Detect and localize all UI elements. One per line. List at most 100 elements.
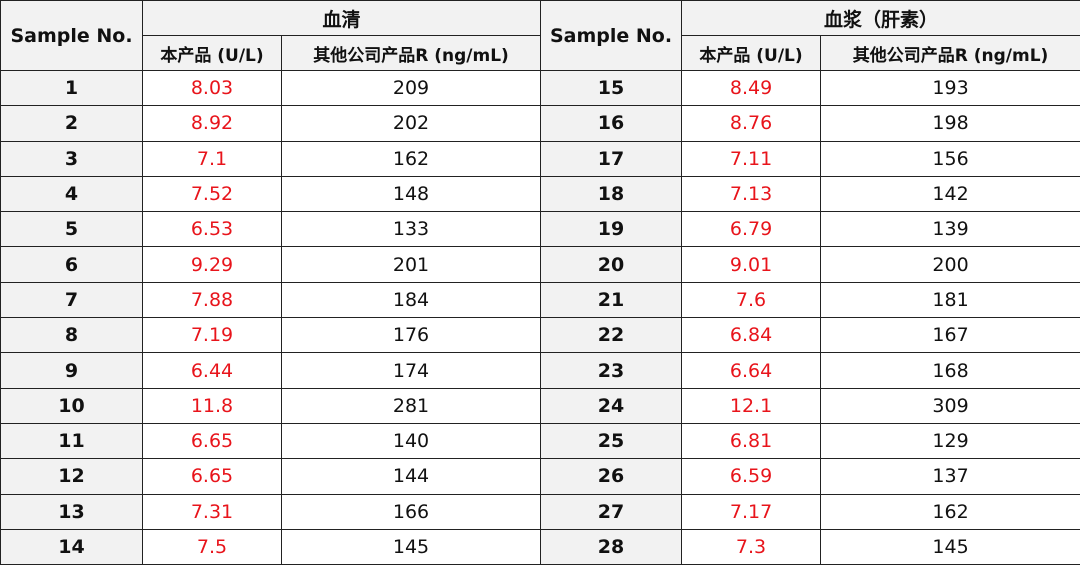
serum-other-cell: 148 (280, 175, 542, 213)
sample-no-cell: 25 (540, 422, 683, 460)
table-row: 13 7.31 166 27 7.17 162 (0, 493, 1080, 530)
sample-no-cell: 20 (540, 246, 683, 283)
sample-no-cell: 19 (540, 211, 683, 248)
sample-no-cell: 22 (540, 317, 683, 354)
table-body: 1 8.03 209 15 8.49 193 2 8.92 202 16 8.76 198 3 7.1 16… (0, 69, 1080, 566)
table-row: 8 7.19 176 22 6.84 167 (0, 317, 1080, 354)
table-row: 2 8.92 202 16 8.76 198 (0, 105, 1080, 142)
serum-product-cell: 9.29 (142, 246, 282, 283)
plasma-product-cell: 7.3 (681, 528, 822, 566)
plasma-product-cell: 7.6 (681, 281, 822, 319)
serum-product-cell: 8.03 (142, 69, 282, 107)
table-row: 9 6.44 174 23 6.64 168 (0, 352, 1080, 389)
plasma-other-cell: 162 (820, 493, 1080, 530)
sample-no-cell: 24 (540, 387, 683, 424)
plasma-product-cell: 8.49 (681, 69, 822, 107)
sample-no-cell: 15 (540, 69, 683, 107)
sample-no-cell: 10 (0, 387, 143, 424)
plasma-other-cell: 200 (820, 246, 1080, 283)
plasma-product-cell: 6.64 (681, 352, 822, 389)
plasma-other-cell: 142 (820, 175, 1080, 213)
serum-other-cell: 201 (280, 246, 542, 283)
table-row: 3 7.1 162 17 7.11 156 (0, 140, 1080, 177)
serum-other-cell: 162 (280, 140, 542, 177)
sample-no-cell: 2 (0, 105, 143, 142)
sample-no-cell: 26 (540, 458, 683, 495)
header-sample-no-2: Sample No. (540, 0, 683, 71)
plasma-other-cell: 129 (820, 422, 1080, 460)
serum-product-cell: 6.65 (142, 422, 282, 460)
sample-no-cell: 17 (540, 140, 683, 177)
sample-no-cell: 14 (0, 528, 143, 566)
sample-no-cell: 12 (0, 458, 143, 495)
plasma-product-cell: 9.01 (681, 246, 822, 283)
header-sample-no: Sample No. (0, 0, 143, 71)
serum-product-cell: 8.92 (142, 105, 282, 142)
sample-no-cell: 21 (540, 281, 683, 319)
serum-other-cell: 145 (280, 528, 542, 566)
sample-no-cell: 1 (0, 69, 143, 107)
table-row: 7 7.88 184 21 7.6 181 (0, 281, 1080, 319)
plasma-other-cell: 181 (820, 281, 1080, 319)
sample-no-cell: 7 (0, 281, 143, 319)
plasma-other-cell: 167 (820, 317, 1080, 354)
sample-no-cell: 28 (540, 528, 683, 566)
serum-other-cell: 133 (280, 211, 542, 248)
serum-other-cell: 176 (280, 317, 542, 354)
serum-product-cell: 7.19 (142, 317, 282, 354)
serum-product-cell: 6.53 (142, 211, 282, 248)
plasma-product-cell: 6.84 (681, 317, 822, 354)
plasma-other-cell: 137 (820, 458, 1080, 495)
serum-other-cell: 166 (280, 493, 542, 530)
serum-product-cell: 7.1 (142, 140, 282, 177)
plasma-other-cell: 193 (820, 69, 1080, 107)
plasma-other-cell: 145 (820, 528, 1080, 566)
plasma-other-cell: 139 (820, 211, 1080, 248)
table-row: 12 6.65 144 26 6.59 137 (0, 458, 1080, 495)
header-serum-product: 本产品 (U/L) (142, 35, 282, 71)
header-serum: 血清 (141, 0, 542, 36)
serum-product-cell: 6.44 (142, 352, 282, 389)
table-row: 4 7.52 148 18 7.13 142 (0, 175, 1080, 213)
sample-no-cell: 4 (0, 175, 143, 213)
serum-product-cell: 7.88 (142, 281, 282, 319)
plasma-other-cell: 168 (820, 352, 1080, 389)
serum-product-cell: 7.31 (142, 493, 282, 530)
serum-other-cell: 281 (280, 387, 542, 424)
header-plasma: 血浆（肝素） (681, 0, 1080, 36)
table-row: 1 8.03 209 15 8.49 193 (0, 69, 1080, 107)
header-plasma-other: 其他公司产品R (ng/mL) (820, 35, 1080, 71)
sample-no-cell: 9 (0, 352, 143, 389)
plasma-other-cell: 309 (820, 387, 1080, 424)
sample-no-cell: 6 (0, 246, 143, 283)
serum-other-cell: 202 (280, 105, 542, 142)
header-serum-other: 其他公司产品R (ng/mL) (280, 35, 542, 71)
plasma-product-cell: 7.11 (681, 140, 822, 177)
sample-no-cell: 23 (540, 352, 683, 389)
serum-product-cell: 11.8 (142, 387, 282, 424)
serum-other-cell: 174 (280, 352, 542, 389)
plasma-product-cell: 8.76 (681, 105, 822, 142)
sample-no-cell: 16 (540, 105, 683, 142)
sample-no-cell: 13 (0, 493, 143, 530)
serum-other-cell: 184 (280, 281, 542, 319)
sample-no-cell: 3 (0, 140, 143, 177)
serum-other-cell: 209 (280, 69, 542, 107)
table-row: 11 6.65 140 25 6.81 129 (0, 422, 1080, 460)
plasma-other-cell: 198 (820, 105, 1080, 142)
plasma-product-cell: 12.1 (681, 387, 822, 424)
plasma-product-cell: 6.79 (681, 211, 822, 248)
plasma-product-cell: 7.13 (681, 175, 822, 213)
sample-no-cell: 11 (0, 422, 143, 460)
serum-product-cell: 7.5 (142, 528, 282, 566)
serum-other-cell: 144 (280, 458, 542, 495)
plasma-product-cell: 6.81 (681, 422, 822, 460)
table-row: 6 9.29 201 20 9.01 200 (0, 246, 1080, 283)
plasma-product-cell: 6.59 (681, 458, 822, 495)
sample-no-cell: 18 (540, 175, 683, 213)
serum-other-cell: 140 (280, 422, 542, 460)
plasma-product-cell: 7.17 (681, 493, 822, 530)
table-row: 5 6.53 133 19 6.79 139 (0, 211, 1080, 248)
table-row: 10 11.8 281 24 12.1 309 (0, 387, 1080, 424)
